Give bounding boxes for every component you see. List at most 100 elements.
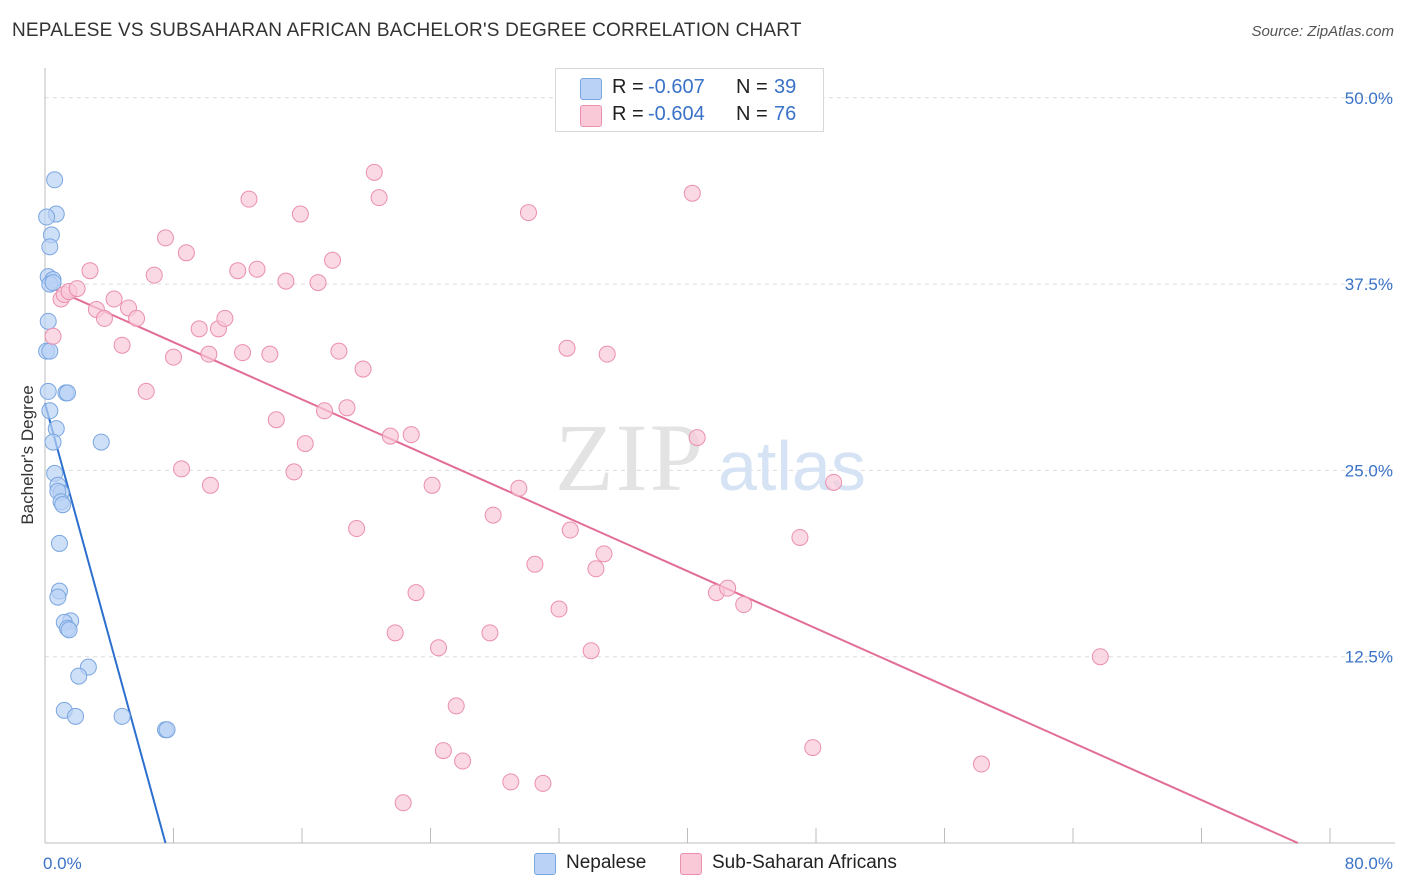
subsaharan-point [95,309,113,327]
stats-legend-row-nepalese: R = -0.607 N = 39 [556,75,823,101]
data-points [38,163,1109,812]
subsaharan-point [145,266,163,284]
axes [44,68,1395,844]
subsaharan-point [309,274,327,292]
y-tick-label: 37.5% [1345,275,1393,294]
subsaharan-point [44,327,62,345]
subsaharan-point [190,320,208,338]
subsaharan-point [261,345,279,363]
subsaharan-point [534,774,552,792]
subsaharan-point [177,244,195,262]
x-tick-label: 0.0% [43,854,82,873]
subsaharan-point [719,579,737,597]
subsaharan-point [582,642,600,660]
subsaharan-point [324,251,342,269]
subsaharan-point [200,345,218,363]
subsaharan-point [407,584,425,602]
nepalese-point [44,274,62,292]
watermark-zip: ZIP [555,404,705,511]
nepalese-point [39,382,57,400]
subsaharan-point [165,348,182,366]
subsaharan-point [454,752,472,770]
nepalese-point [54,496,72,514]
legend-label-nepalese: Nepalese [566,852,647,873]
n-value: 76 [774,103,797,125]
subsaharan-point [558,339,576,357]
subsaharan-point [105,290,123,308]
source-credit: Source: ZipAtlas.com [1251,23,1394,40]
subsaharan-point [113,336,131,354]
subsaharan-point [804,739,822,757]
subsaharan-point [330,342,348,360]
subsaharan-point [201,476,219,494]
chart-title: NEPALESE VS SUBSAHARAN AFRICAN BACHELOR'… [12,20,802,41]
nepalese-point [158,721,176,739]
nepalese-point [38,208,56,226]
subsaharan-point [365,163,383,181]
subsaharan-point [81,262,99,280]
r-label: R = [612,103,644,125]
r-value: -0.604 [648,103,705,125]
nepalese-point [50,534,68,552]
nepalese-point [70,667,88,685]
nepalese-point [41,402,59,420]
watermark-atlas: atlas [718,427,866,505]
legend-swatch-nepalese [534,853,556,875]
subsaharan-point [285,463,303,481]
y-axis-label: Bachelor's Degree [18,385,37,524]
subsaharan-point [277,272,295,290]
nepalese-point [44,433,62,451]
nepalese-point [46,171,64,189]
subsaharan-point [394,794,412,812]
subsaharan-point [137,382,155,400]
subsaharan-point [338,399,356,417]
subsaharan-point [683,184,701,202]
r-label: R = [612,76,644,98]
subsaharan-point [370,189,388,207]
subsaharan-point [791,528,809,546]
legend-label-subsaharan: Sub-Saharan Africans [712,852,897,873]
subsaharan-point [447,697,465,715]
subsaharan-point [430,639,448,657]
subsaharan-point [561,521,579,539]
subsaharan-point [248,260,266,278]
n-label: N = [736,76,768,98]
subsaharan-point [595,545,613,563]
nepalese-trend-line [44,403,167,844]
nepalese-point [41,238,59,256]
subsaharan-point [128,309,146,327]
nepalese-point [60,621,78,639]
subsaharan-point [825,473,843,491]
subsaharan-point [267,411,285,429]
subsaharan-point [510,479,528,497]
nepalese-point [41,342,59,360]
subsaharan-point [587,560,605,578]
watermark: ZIP atlas [555,404,866,511]
n-label: N = [736,103,768,125]
subsaharan-point [354,360,372,378]
subsaharan-point [423,476,441,494]
subsaharan-point [234,344,252,362]
subsaharan-point [519,204,537,222]
subsaharan-point [526,555,544,573]
subsaharan-point [502,773,520,791]
legend-swatch-subsaharan [580,105,602,127]
subsaharan-point [1091,648,1109,666]
legend-swatch-subsaharan [680,853,702,875]
subsaharan-point [381,427,399,445]
n-value: 39 [774,76,797,98]
subsaharan-point [296,435,314,453]
subsaharan-point [229,262,247,280]
subsaharan-point [291,205,309,223]
subsaharan-point [315,402,333,420]
nepalese-point [39,312,57,330]
tick-labels: 12.5% 25.0% 37.5% 50.0% 0.0% 80.0% [43,89,1393,873]
subsaharan-point [598,345,616,363]
y-tick-label: 25.0% [1345,461,1393,480]
nepalese-point [67,707,85,725]
nepalese-point [92,433,110,451]
subsaharan-point [173,460,191,478]
nepalese-point [113,707,131,725]
subsaharan-point [735,596,753,614]
